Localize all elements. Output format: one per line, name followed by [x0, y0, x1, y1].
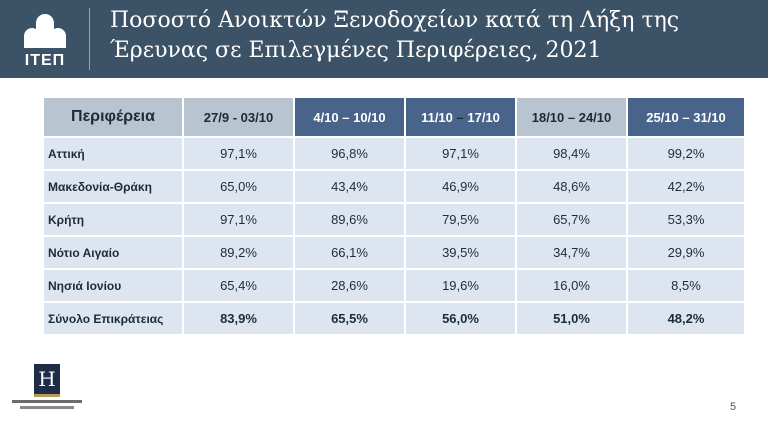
value-cell: 29,9% — [628, 237, 744, 268]
value-cell: 51,0% — [517, 303, 626, 334]
week-header: 4/10 – 10/10 — [295, 98, 404, 136]
hotel-logo-text-line — [12, 400, 82, 403]
hotel-chamber-logo: H — [12, 360, 82, 416]
value-cell: 43,4% — [295, 171, 404, 202]
total-row: Σύνολο Επικράτειας 83,9% 65,5% 56,0% 51,… — [44, 303, 744, 334]
itep-logo: ΙΤΕΠ — [8, 6, 82, 72]
value-cell: 53,3% — [628, 204, 744, 235]
title-line-1: Ποσοστό Ανοικτών Ξενοδοχείων κατά τη Λήξ… — [110, 8, 680, 33]
region-cell: Σύνολο Επικράτειας — [44, 303, 182, 334]
value-cell: 99,2% — [628, 138, 744, 169]
value-cell: 89,2% — [184, 237, 293, 268]
value-cell: 97,1% — [406, 138, 515, 169]
value-cell: 97,1% — [184, 138, 293, 169]
value-cell: 42,2% — [628, 171, 744, 202]
table-row: Νησιά Ιονίου 65,4% 28,6% 19,6% 16,0% 8,5… — [44, 270, 744, 301]
table-row: Μακεδονία-Θράκη 65,0% 43,4% 46,9% 48,6% … — [44, 171, 744, 202]
value-cell: 48,2% — [628, 303, 744, 334]
value-cell: 65,7% — [517, 204, 626, 235]
week-header: 27/9 - 03/10 — [184, 98, 293, 136]
region-cell: Κρήτη — [44, 204, 182, 235]
value-cell: 89,6% — [295, 204, 404, 235]
week-header: 11/10 – 17/10 — [406, 98, 515, 136]
region-column-header: Περιφέρεια — [44, 98, 182, 136]
region-cell: Αττική — [44, 138, 182, 169]
table-header-row: Περιφέρεια 27/9 - 03/10 4/10 – 10/10 11/… — [44, 98, 744, 136]
logo-circles-icon — [24, 14, 66, 48]
page-number: 5 — [730, 401, 737, 413]
value-cell: 8,5% — [628, 270, 744, 301]
logo-text: ΙΤΕΠ — [24, 52, 66, 69]
region-cell: Νότιο Αιγαίο — [44, 237, 182, 268]
hotel-logo-bar — [34, 394, 60, 397]
value-cell: 56,0% — [406, 303, 515, 334]
value-cell: 66,1% — [295, 237, 404, 268]
table-row: Νότιο Αιγαίο 89,2% 66,1% 39,5% 34,7% 29,… — [44, 237, 744, 268]
region-cell: Νησιά Ιονίου — [44, 270, 182, 301]
week-header: 25/10 – 31/10 — [628, 98, 744, 136]
value-cell: 28,6% — [295, 270, 404, 301]
value-cell: 34,7% — [517, 237, 626, 268]
value-cell: 39,5% — [406, 237, 515, 268]
region-cell: Μακεδονία-Θράκη — [44, 171, 182, 202]
hotel-logo-text-line — [20, 406, 74, 409]
title-line-2: Έρευνας σε Επιλεγμένες Περιφέρειες, 2021 — [110, 38, 602, 63]
value-cell: 98,4% — [517, 138, 626, 169]
occupancy-table: Περιφέρεια 27/9 - 03/10 4/10 – 10/10 11/… — [42, 96, 746, 336]
value-cell: 48,6% — [517, 171, 626, 202]
value-cell: 16,0% — [517, 270, 626, 301]
page-title: Ποσοστό Ανοικτών Ξενοδοχείων κατά τη Λήξ… — [110, 6, 750, 66]
value-cell: 65,0% — [184, 171, 293, 202]
value-cell: 19,6% — [406, 270, 515, 301]
value-cell: 96,8% — [295, 138, 404, 169]
value-cell: 46,9% — [406, 171, 515, 202]
table-row: Κρήτη 97,1% 89,6% 79,5% 65,7% 53,3% — [44, 204, 744, 235]
header-divider — [89, 8, 90, 70]
table-row: Αττική 97,1% 96,8% 97,1% 98,4% 99,2% — [44, 138, 744, 169]
value-cell: 65,4% — [184, 270, 293, 301]
week-header: 18/10 – 24/10 — [517, 98, 626, 136]
value-cell: 65,5% — [295, 303, 404, 334]
header-bar: ΙΤΕΠ Ποσοστό Ανοικτών Ξενοδοχείων κατά τ… — [0, 0, 768, 78]
occupancy-table-container: Περιφέρεια 27/9 - 03/10 4/10 – 10/10 11/… — [42, 96, 746, 336]
value-cell: 83,9% — [184, 303, 293, 334]
value-cell: 97,1% — [184, 204, 293, 235]
value-cell: 79,5% — [406, 204, 515, 235]
hotel-logo-letter: H — [34, 364, 60, 394]
